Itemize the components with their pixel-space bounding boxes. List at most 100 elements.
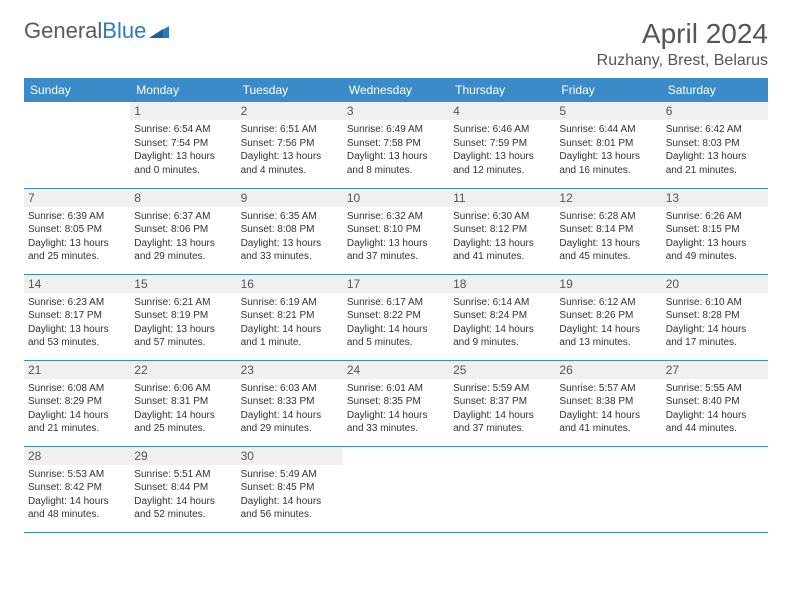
daylight-text: Daylight: 14 hours and 37 minutes. (453, 409, 551, 436)
calendar-day-cell: 14Sunrise: 6:23 AMSunset: 8:17 PMDayligh… (24, 274, 130, 360)
calendar-day-cell (555, 446, 661, 532)
day-info: Sunrise: 6:44 AMSunset: 8:01 PMDaylight:… (559, 123, 657, 177)
day-number: 22 (130, 361, 236, 379)
calendar-day-cell: 24Sunrise: 6:01 AMSunset: 8:35 PMDayligh… (343, 360, 449, 446)
weekday-header: Sunday (24, 78, 130, 102)
day-info: Sunrise: 6:01 AMSunset: 8:35 PMDaylight:… (347, 382, 445, 436)
weekday-header-row: Sunday Monday Tuesday Wednesday Thursday… (24, 78, 768, 102)
calendar-day-cell: 15Sunrise: 6:21 AMSunset: 8:19 PMDayligh… (130, 274, 236, 360)
day-info: Sunrise: 6:19 AMSunset: 8:21 PMDaylight:… (241, 296, 339, 350)
sunset-text: Sunset: 8:33 PM (241, 395, 339, 409)
day-number: 7 (24, 189, 130, 207)
calendar-day-cell: 11Sunrise: 6:30 AMSunset: 8:12 PMDayligh… (449, 188, 555, 274)
daylight-text: Daylight: 14 hours and 29 minutes. (241, 409, 339, 436)
sunrise-text: Sunrise: 6:12 AM (559, 296, 657, 310)
day-number: 19 (555, 275, 661, 293)
calendar-day-cell: 29Sunrise: 5:51 AMSunset: 8:44 PMDayligh… (130, 446, 236, 532)
title-month: April 2024 (597, 18, 768, 50)
weekday-header: Saturday (662, 78, 768, 102)
logo-triangle-icon (149, 18, 169, 44)
day-number: 3 (343, 102, 449, 120)
day-info: Sunrise: 6:26 AMSunset: 8:15 PMDaylight:… (666, 210, 764, 264)
daylight-text: Daylight: 13 hours and 12 minutes. (453, 150, 551, 177)
day-info: Sunrise: 6:03 AMSunset: 8:33 PMDaylight:… (241, 382, 339, 436)
calendar-day-cell (449, 446, 555, 532)
calendar-day-cell: 22Sunrise: 6:06 AMSunset: 8:31 PMDayligh… (130, 360, 236, 446)
daylight-text: Daylight: 14 hours and 48 minutes. (28, 495, 126, 522)
logo: GeneralBlue (24, 18, 169, 44)
day-info: Sunrise: 5:49 AMSunset: 8:45 PMDaylight:… (241, 468, 339, 522)
daylight-text: Daylight: 14 hours and 5 minutes. (347, 323, 445, 350)
sunrise-text: Sunrise: 6:01 AM (347, 382, 445, 396)
day-number: 14 (24, 275, 130, 293)
sunset-text: Sunset: 8:15 PM (666, 223, 764, 237)
calendar-day-cell: 5Sunrise: 6:44 AMSunset: 8:01 PMDaylight… (555, 102, 661, 188)
day-info: Sunrise: 6:30 AMSunset: 8:12 PMDaylight:… (453, 210, 551, 264)
sunrise-text: Sunrise: 6:44 AM (559, 123, 657, 137)
calendar-day-cell: 26Sunrise: 5:57 AMSunset: 8:38 PMDayligh… (555, 360, 661, 446)
sunset-text: Sunset: 8:44 PM (134, 481, 232, 495)
sunrise-text: Sunrise: 6:42 AM (666, 123, 764, 137)
calendar-day-cell: 7 Sunrise: 6:39 AMSunset: 8:05 PMDaylight… (24, 188, 130, 274)
day-number: 16 (237, 275, 343, 293)
calendar-day-cell: 2Sunrise: 6:51 AMSunset: 7:56 PMDaylight… (237, 102, 343, 188)
sunset-text: Sunset: 8:28 PM (666, 309, 764, 323)
sunset-text: Sunset: 8:05 PM (28, 223, 126, 237)
day-number: 25 (449, 361, 555, 379)
day-info: Sunrise: 6:32 AMSunset: 8:10 PMDaylight:… (347, 210, 445, 264)
title-location: Ruzhany, Brest, Belarus (597, 52, 768, 70)
sunset-text: Sunset: 8:01 PM (559, 137, 657, 151)
sunset-text: Sunset: 8:42 PM (28, 481, 126, 495)
weekday-header: Wednesday (343, 78, 449, 102)
sunrise-text: Sunrise: 5:57 AM (559, 382, 657, 396)
daylight-text: Daylight: 13 hours and 45 minutes. (559, 237, 657, 264)
daylight-text: Daylight: 13 hours and 33 minutes. (241, 237, 339, 264)
calendar-day-cell: 6Sunrise: 6:42 AMSunset: 8:03 PMDaylight… (662, 102, 768, 188)
sunrise-text: Sunrise: 6:17 AM (347, 296, 445, 310)
day-number: 23 (237, 361, 343, 379)
calendar-week-row: 1Sunrise: 6:54 AMSunset: 7:54 PMDaylight… (24, 102, 768, 188)
daylight-text: Daylight: 14 hours and 33 minutes. (347, 409, 445, 436)
daylight-text: Daylight: 13 hours and 16 minutes. (559, 150, 657, 177)
sunset-text: Sunset: 8:38 PM (559, 395, 657, 409)
sunrise-text: Sunrise: 6:51 AM (241, 123, 339, 137)
sunrise-text: Sunrise: 5:59 AM (453, 382, 551, 396)
day-info: Sunrise: 6:39 AMSunset: 8:05 PMDaylight:… (28, 210, 126, 264)
day-number: 2 (237, 102, 343, 120)
sunrise-text: Sunrise: 5:53 AM (28, 468, 126, 482)
daylight-text: Daylight: 14 hours and 56 minutes. (241, 495, 339, 522)
day-info: Sunrise: 6:37 AMSunset: 8:06 PMDaylight:… (134, 210, 232, 264)
sunrise-text: Sunrise: 6:10 AM (666, 296, 764, 310)
day-info: Sunrise: 5:57 AMSunset: 8:38 PMDaylight:… (559, 382, 657, 436)
daylight-text: Daylight: 13 hours and 29 minutes. (134, 237, 232, 264)
daylight-text: Daylight: 13 hours and 37 minutes. (347, 237, 445, 264)
sunrise-text: Sunrise: 5:51 AM (134, 468, 232, 482)
sunrise-text: Sunrise: 6:46 AM (453, 123, 551, 137)
calendar-table: Sunday Monday Tuesday Wednesday Thursday… (24, 78, 768, 533)
sunrise-text: Sunrise: 6:49 AM (347, 123, 445, 137)
sunset-text: Sunset: 8:37 PM (453, 395, 551, 409)
day-number: 1 (130, 102, 236, 120)
weekday-header: Monday (130, 78, 236, 102)
calendar-day-cell: 21Sunrise: 6:08 AMSunset: 8:29 PMDayligh… (24, 360, 130, 446)
calendar-day-cell: 9Sunrise: 6:35 AMSunset: 8:08 PMDaylight… (237, 188, 343, 274)
day-info: Sunrise: 6:35 AMSunset: 8:08 PMDaylight:… (241, 210, 339, 264)
calendar-day-cell: 25 Sunrise: 5:59 AMSunset: 8:37 PMDayligh… (449, 360, 555, 446)
sunrise-text: Sunrise: 5:55 AM (666, 382, 764, 396)
day-info: Sunrise: 6:08 AMSunset: 8:29 PMDaylight:… (28, 382, 126, 436)
sunset-text: Sunset: 8:03 PM (666, 137, 764, 151)
sunset-text: Sunset: 8:40 PM (666, 395, 764, 409)
daylight-text: Daylight: 13 hours and 57 minutes. (134, 323, 232, 350)
sunrise-text: Sunrise: 6:08 AM (28, 382, 126, 396)
sunset-text: Sunset: 8:10 PM (347, 223, 445, 237)
calendar-day-cell (343, 446, 449, 532)
sunset-text: Sunset: 8:14 PM (559, 223, 657, 237)
day-number: 30 (237, 447, 343, 465)
day-info: Sunrise: 5:51 AMSunset: 8:44 PMDaylight:… (134, 468, 232, 522)
page-header: GeneralBlue April 2024 Ruzhany, Brest, B… (24, 18, 768, 70)
sunset-text: Sunset: 8:45 PM (241, 481, 339, 495)
sunset-text: Sunset: 8:31 PM (134, 395, 232, 409)
logo-text-blue: Blue (102, 18, 146, 44)
sunset-text: Sunset: 8:24 PM (453, 309, 551, 323)
logo-text-general: General (24, 18, 102, 44)
